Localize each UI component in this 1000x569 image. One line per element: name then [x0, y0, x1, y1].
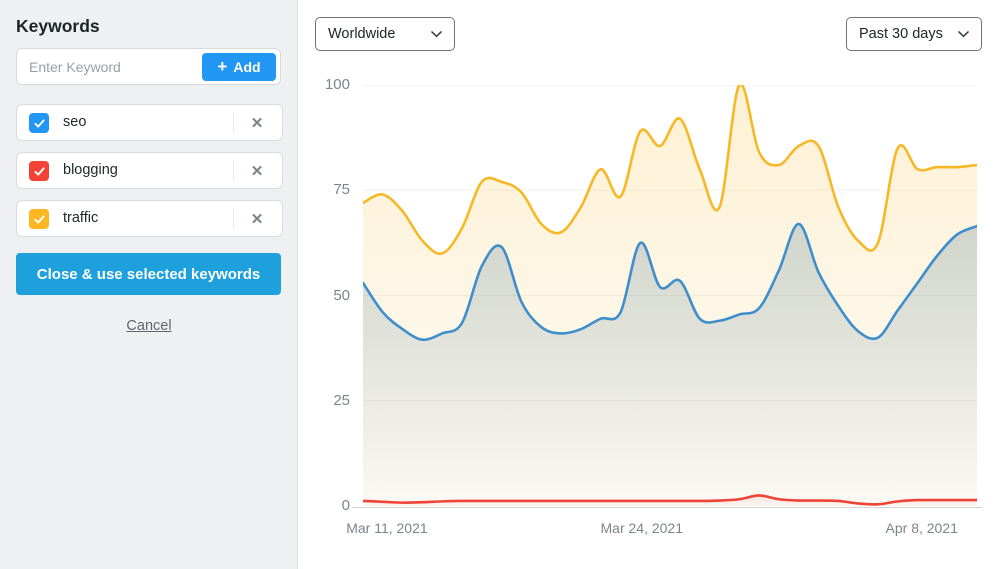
keyword-checkbox-seo[interactable]: [29, 113, 49, 133]
chevron-down-icon: [958, 30, 969, 37]
keyword-label: traffic: [63, 210, 99, 226]
keyword-label: seo: [63, 114, 87, 130]
region-dropdown[interactable]: Worldwide: [315, 17, 455, 51]
checkmark-icon: [33, 118, 45, 128]
chart-plot: [363, 85, 977, 507]
cancel-link[interactable]: Cancel: [126, 318, 172, 334]
sidebar-title: Keywords: [16, 16, 100, 36]
keyword-input-row: + Add: [16, 48, 281, 85]
chip-divider: [233, 160, 234, 181]
checkmark-icon: [33, 214, 45, 224]
y-axis-label: 75: [333, 181, 350, 199]
keyword-chip-traffic: traffic ✕: [16, 200, 283, 237]
keyword-checkbox-blogging[interactable]: [29, 161, 49, 181]
keyword-input[interactable]: [17, 49, 197, 84]
chart-x-axis: [352, 507, 982, 508]
keyword-checkbox-traffic[interactable]: [29, 209, 49, 229]
region-dropdown-value: Worldwide: [328, 26, 396, 42]
keyword-chip-blogging: blogging ✕: [16, 152, 283, 189]
remove-keyword-button[interactable]: ✕: [250, 115, 264, 132]
chip-divider: [233, 112, 234, 133]
y-axis-label: 25: [333, 391, 350, 409]
remove-keyword-button[interactable]: ✕: [250, 211, 264, 228]
chip-divider: [233, 208, 234, 229]
x-axis-label: Mar 11, 2021: [346, 520, 428, 536]
keyword-label: blogging: [63, 162, 118, 178]
close-use-keywords-button[interactable]: Close & use selected keywords: [16, 253, 281, 295]
plus-icon: +: [217, 56, 228, 76]
add-keyword-button[interactable]: + Add: [202, 53, 276, 81]
chevron-down-icon: [431, 30, 442, 37]
x-axis-label: Mar 24, 2021: [600, 520, 684, 536]
date-range-dropdown[interactable]: Past 30 days: [846, 17, 982, 51]
keywords-sidebar: Keywords + Add seo ✕ blogging: [0, 0, 298, 569]
keyword-chip-seo: seo ✕: [16, 104, 283, 141]
checkmark-icon: [33, 166, 45, 176]
add-button-label: Add: [233, 59, 261, 75]
x-axis-label: Apr 8, 2021: [885, 520, 958, 536]
y-axis-label: 50: [333, 286, 350, 304]
y-axis-label: 0: [341, 497, 350, 514]
remove-keyword-button[interactable]: ✕: [250, 163, 264, 180]
date-range-dropdown-value: Past 30 days: [859, 26, 943, 42]
y-axis-label: 100: [324, 76, 350, 93]
